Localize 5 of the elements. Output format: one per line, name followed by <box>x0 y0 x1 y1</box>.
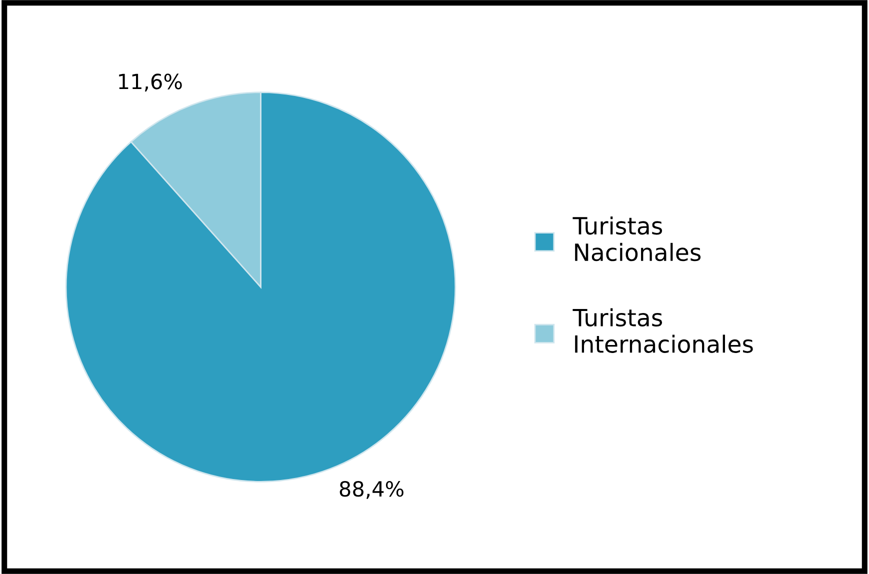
data-label: 11,6% <box>119 74 182 92</box>
legend-label: Turistas Internacionales <box>572 308 753 353</box>
data-label: 88,4% <box>340 480 404 499</box>
legend-label: Turistas Nacionales <box>572 216 701 262</box>
pie-slice <box>65 92 456 482</box>
